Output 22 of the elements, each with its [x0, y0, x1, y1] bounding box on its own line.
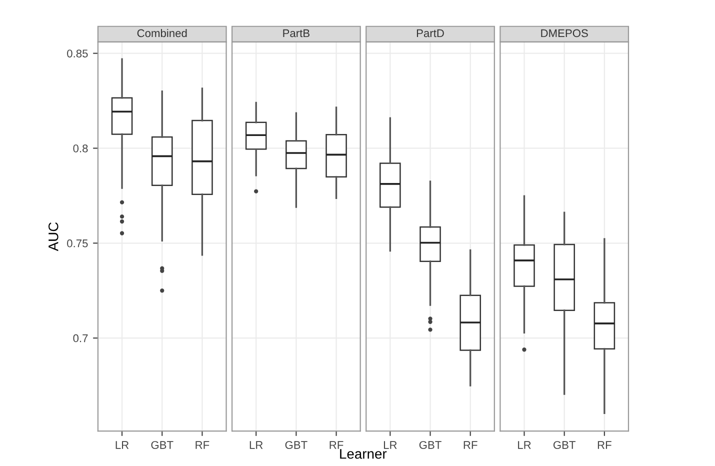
x-axis-title: Learner [340, 449, 387, 459]
x-tick-label: RF [196, 441, 210, 449]
x-tick-label: GBT [151, 441, 174, 449]
chart-title: Combined [137, 28, 187, 38]
x-tick-label: GBT [553, 441, 576, 449]
chart-title: DMEPOS [541, 29, 588, 38]
y-tick-label: 0.75 [67, 239, 88, 248]
chart-title: PartB [283, 29, 310, 38]
x-tick-label: LR [384, 441, 397, 449]
x-tick-label: RF [464, 441, 478, 449]
x-tick-label: LR [518, 441, 531, 449]
y-tick-label: 0.85 [67, 50, 88, 58]
y-axis-title: AUC [48, 222, 58, 252]
x-tick-label: RF [598, 441, 612, 449]
x-tick-label: GBT [285, 441, 308, 449]
y-tick-label: 0.7 [73, 334, 88, 342]
x-tick-label: LR [250, 441, 263, 449]
x-tick-label: GBT [419, 441, 442, 449]
x-tick-label: RF [330, 441, 344, 449]
y-tick-label: 0.8 [73, 144, 88, 152]
chart-title: PartD [416, 29, 444, 38]
x-tick-label: LR [116, 441, 129, 449]
